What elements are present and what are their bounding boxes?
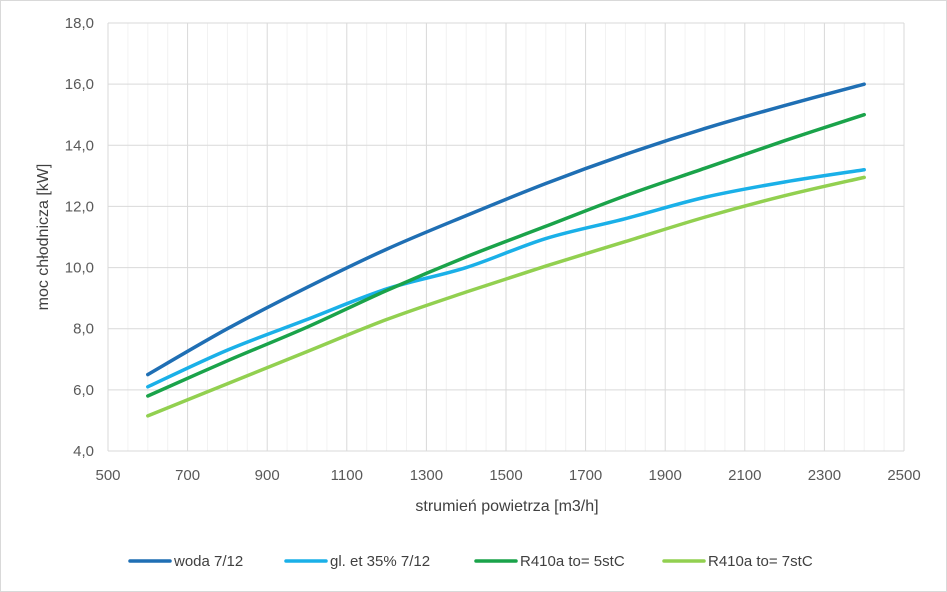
series-line-2 [146,167,866,389]
x-tick-label: 2300 [808,467,841,484]
x-tick-label: 1100 [331,467,363,484]
y-tick-label: 16,0 [65,76,94,93]
x-tick-labels: 500 700 900 1100 1300 1500 1700 1900 2100 2300 250… [95,467,920,484]
legend-label: gl. et 35% 7/12 [330,553,430,570]
legend-label: woda 7/12 [173,553,243,570]
legend-label: R410a to= 7stC [708,553,813,570]
series-line-3 [146,112,866,398]
legend-label: R410a to= 5stC [520,553,625,570]
x-tick-label: 700 [175,467,200,484]
x-tick-label: 2100 [728,467,761,484]
x-tick-label: 500 [95,467,120,484]
y-tick-label: 14,0 [65,137,94,154]
x-tick-label: 1700 [569,467,602,484]
y-tick-label: 12,0 [65,198,94,215]
y-tick-labels: 4,0 6,0 8,0 10,0 12,0 14,0 16,0 18,0 [65,15,94,460]
y-tick-label: 8,0 [73,321,94,338]
y-tick-label: 10,0 [65,260,94,277]
x-tick-label: 2500 [887,467,920,484]
series-line-4 [146,175,866,418]
x-tick-label: 1300 [410,467,443,484]
legend: woda 7/12 gl. et 35% 7/12 R410a to= 5stC R4… [128,553,813,570]
x-axis-title: strumień powietrza [m3/h] [415,498,598,515]
series-lines [146,82,866,418]
x-tick-label: 900 [255,467,280,484]
x-tick-label: 1500 [489,467,522,484]
y-tick-label: 18,0 [65,15,94,32]
y-tick-label: 4,0 [73,443,94,460]
series-line-1 [146,82,866,377]
gridlines [107,22,905,452]
y-axis-title: moc chłodnicza [kW] [35,164,52,311]
y-tick-label: 6,0 [73,382,94,399]
x-tick-label: 1900 [649,467,682,484]
